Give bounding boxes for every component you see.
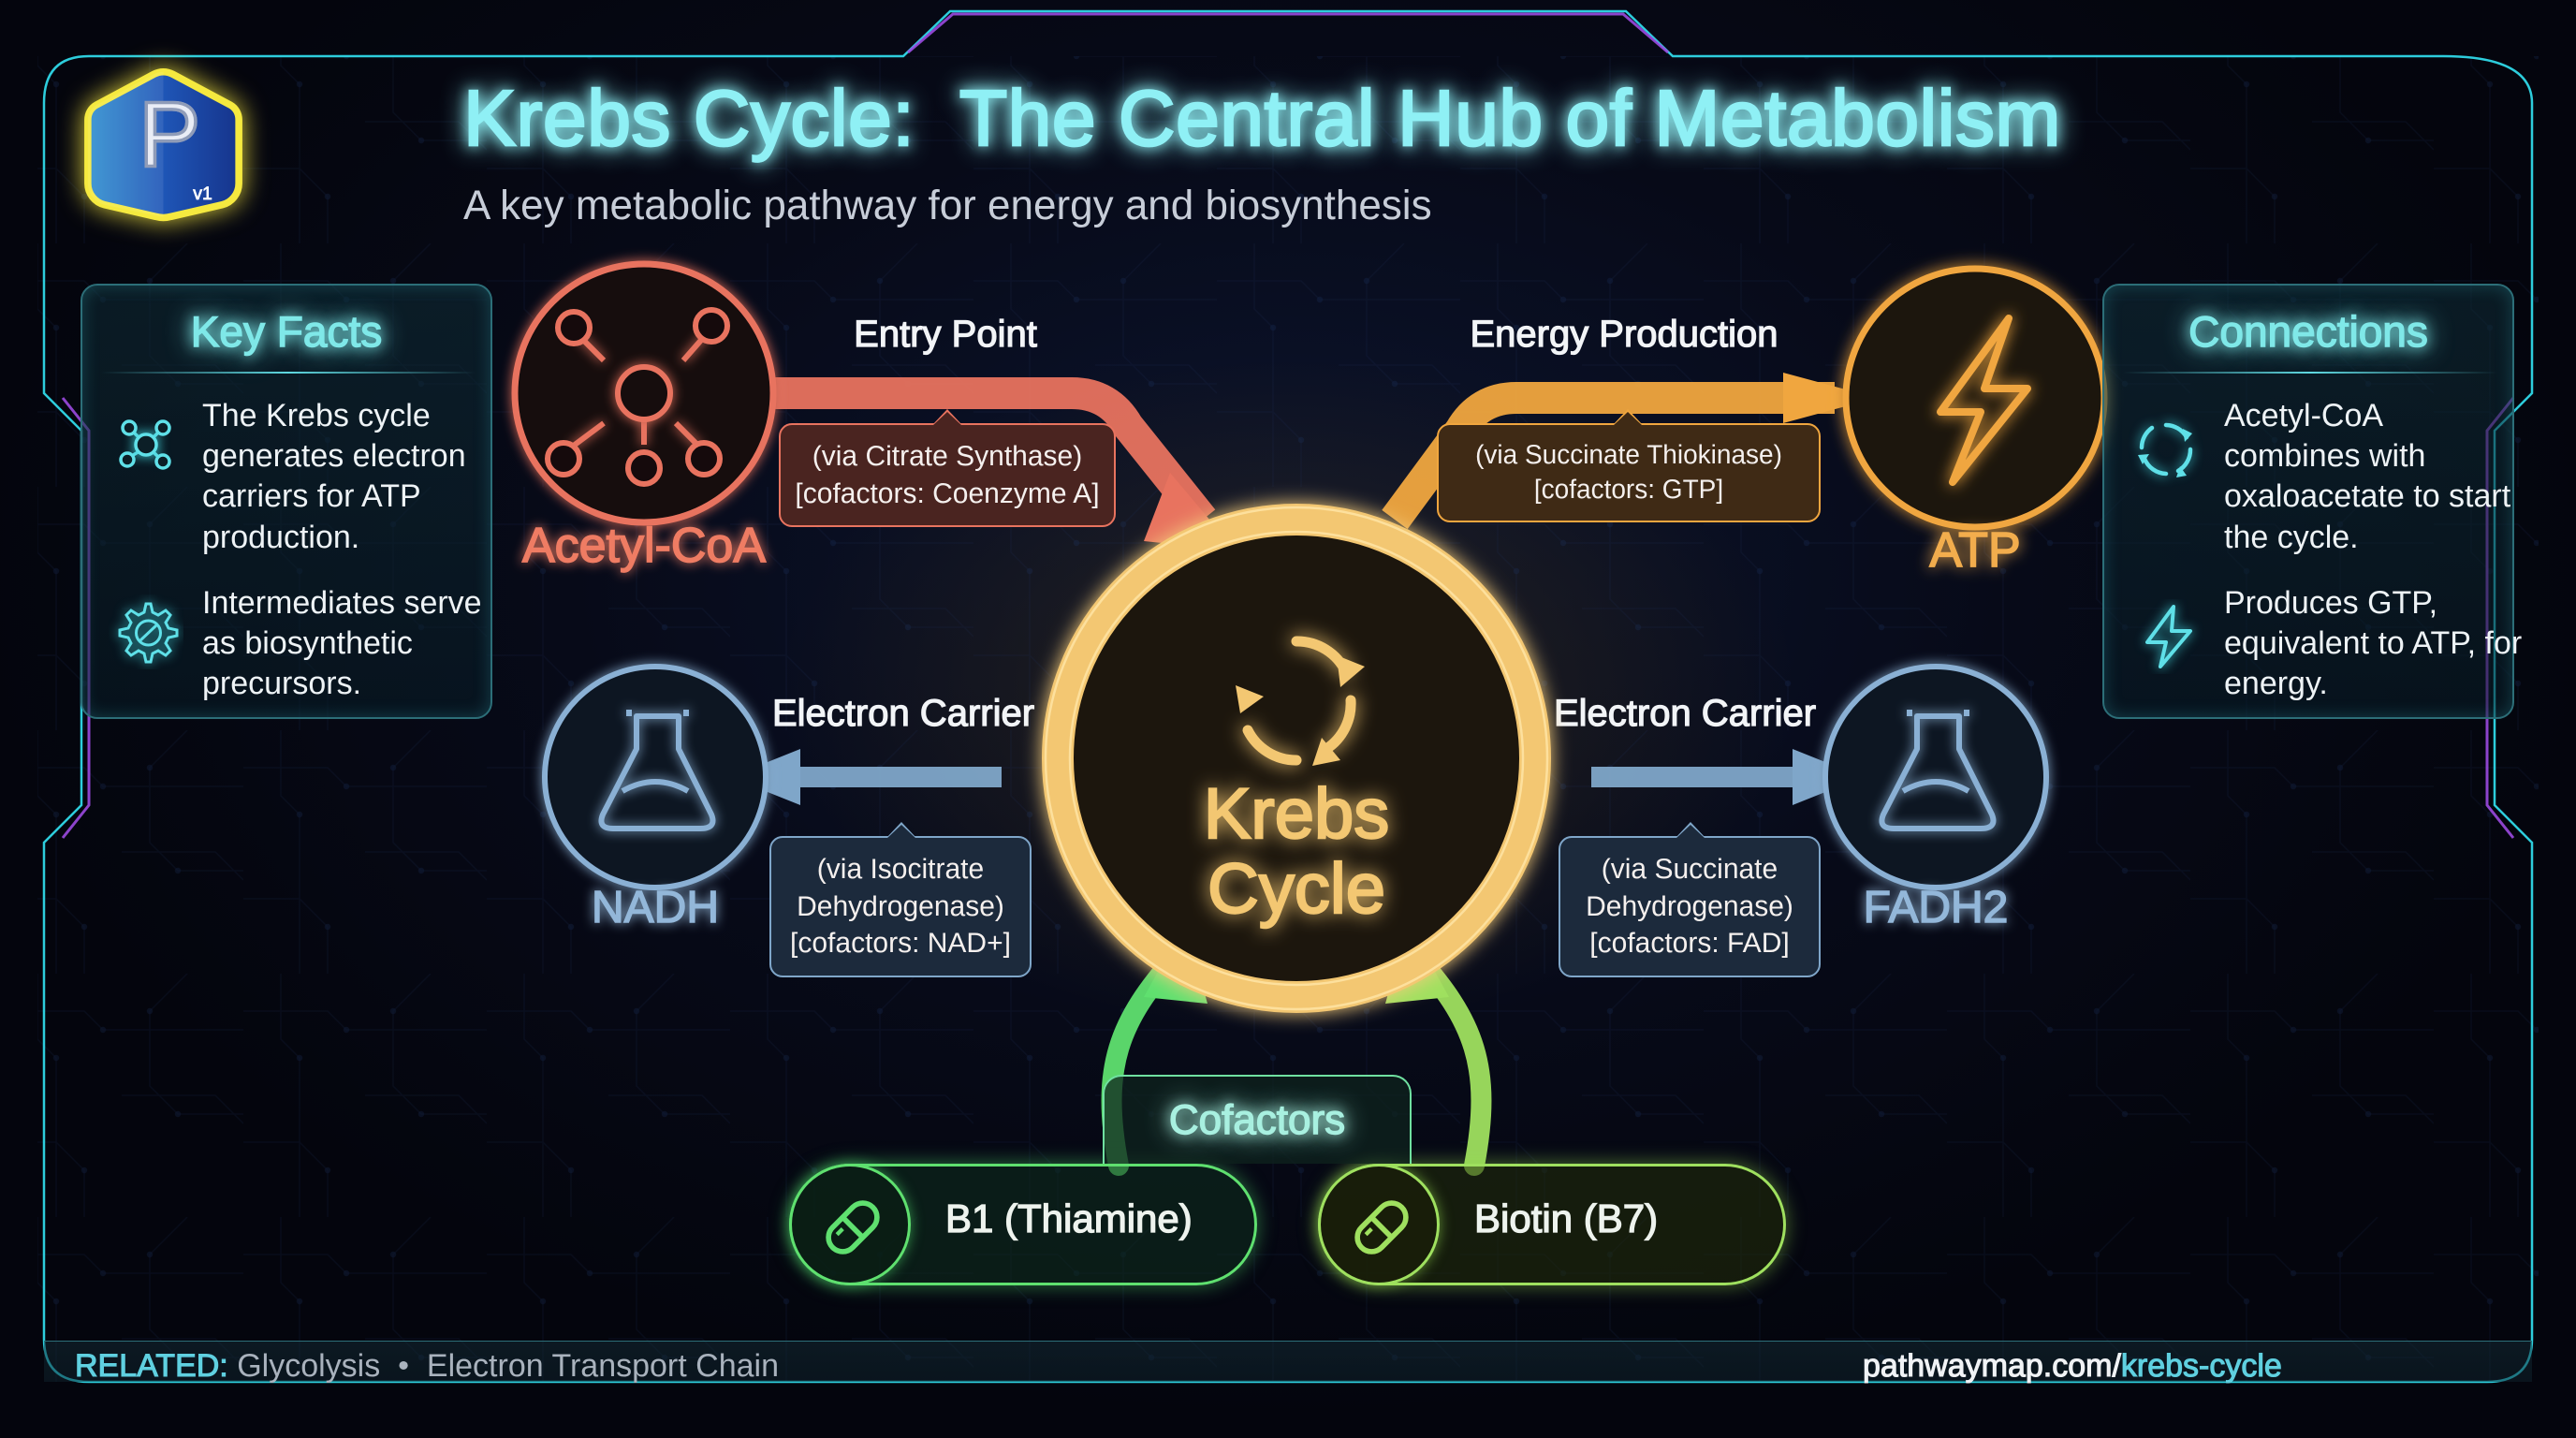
svg-text:Electron Carrier: Electron Carrier	[1554, 693, 1817, 734]
svg-text:v1: v1	[192, 184, 212, 204]
svg-text:Cycle: Cycle	[1208, 849, 1385, 930]
svg-text:Electron Carrier: Electron Carrier	[772, 693, 1035, 734]
svg-text:FADH2: FADH2	[1864, 883, 2009, 932]
svg-text:ATP: ATP	[1927, 523, 2020, 578]
svg-text:Energy Production: Energy Production	[1470, 314, 1778, 355]
svg-text:Acetyl-CoA: Acetyl-CoA	[520, 519, 767, 573]
svg-text:P: P	[139, 83, 200, 187]
svg-text:Entry Point: Entry Point	[854, 314, 1038, 355]
svg-text:Krebs: Krebs	[1204, 774, 1390, 854]
svg-text:NADH: NADH	[592, 883, 719, 932]
